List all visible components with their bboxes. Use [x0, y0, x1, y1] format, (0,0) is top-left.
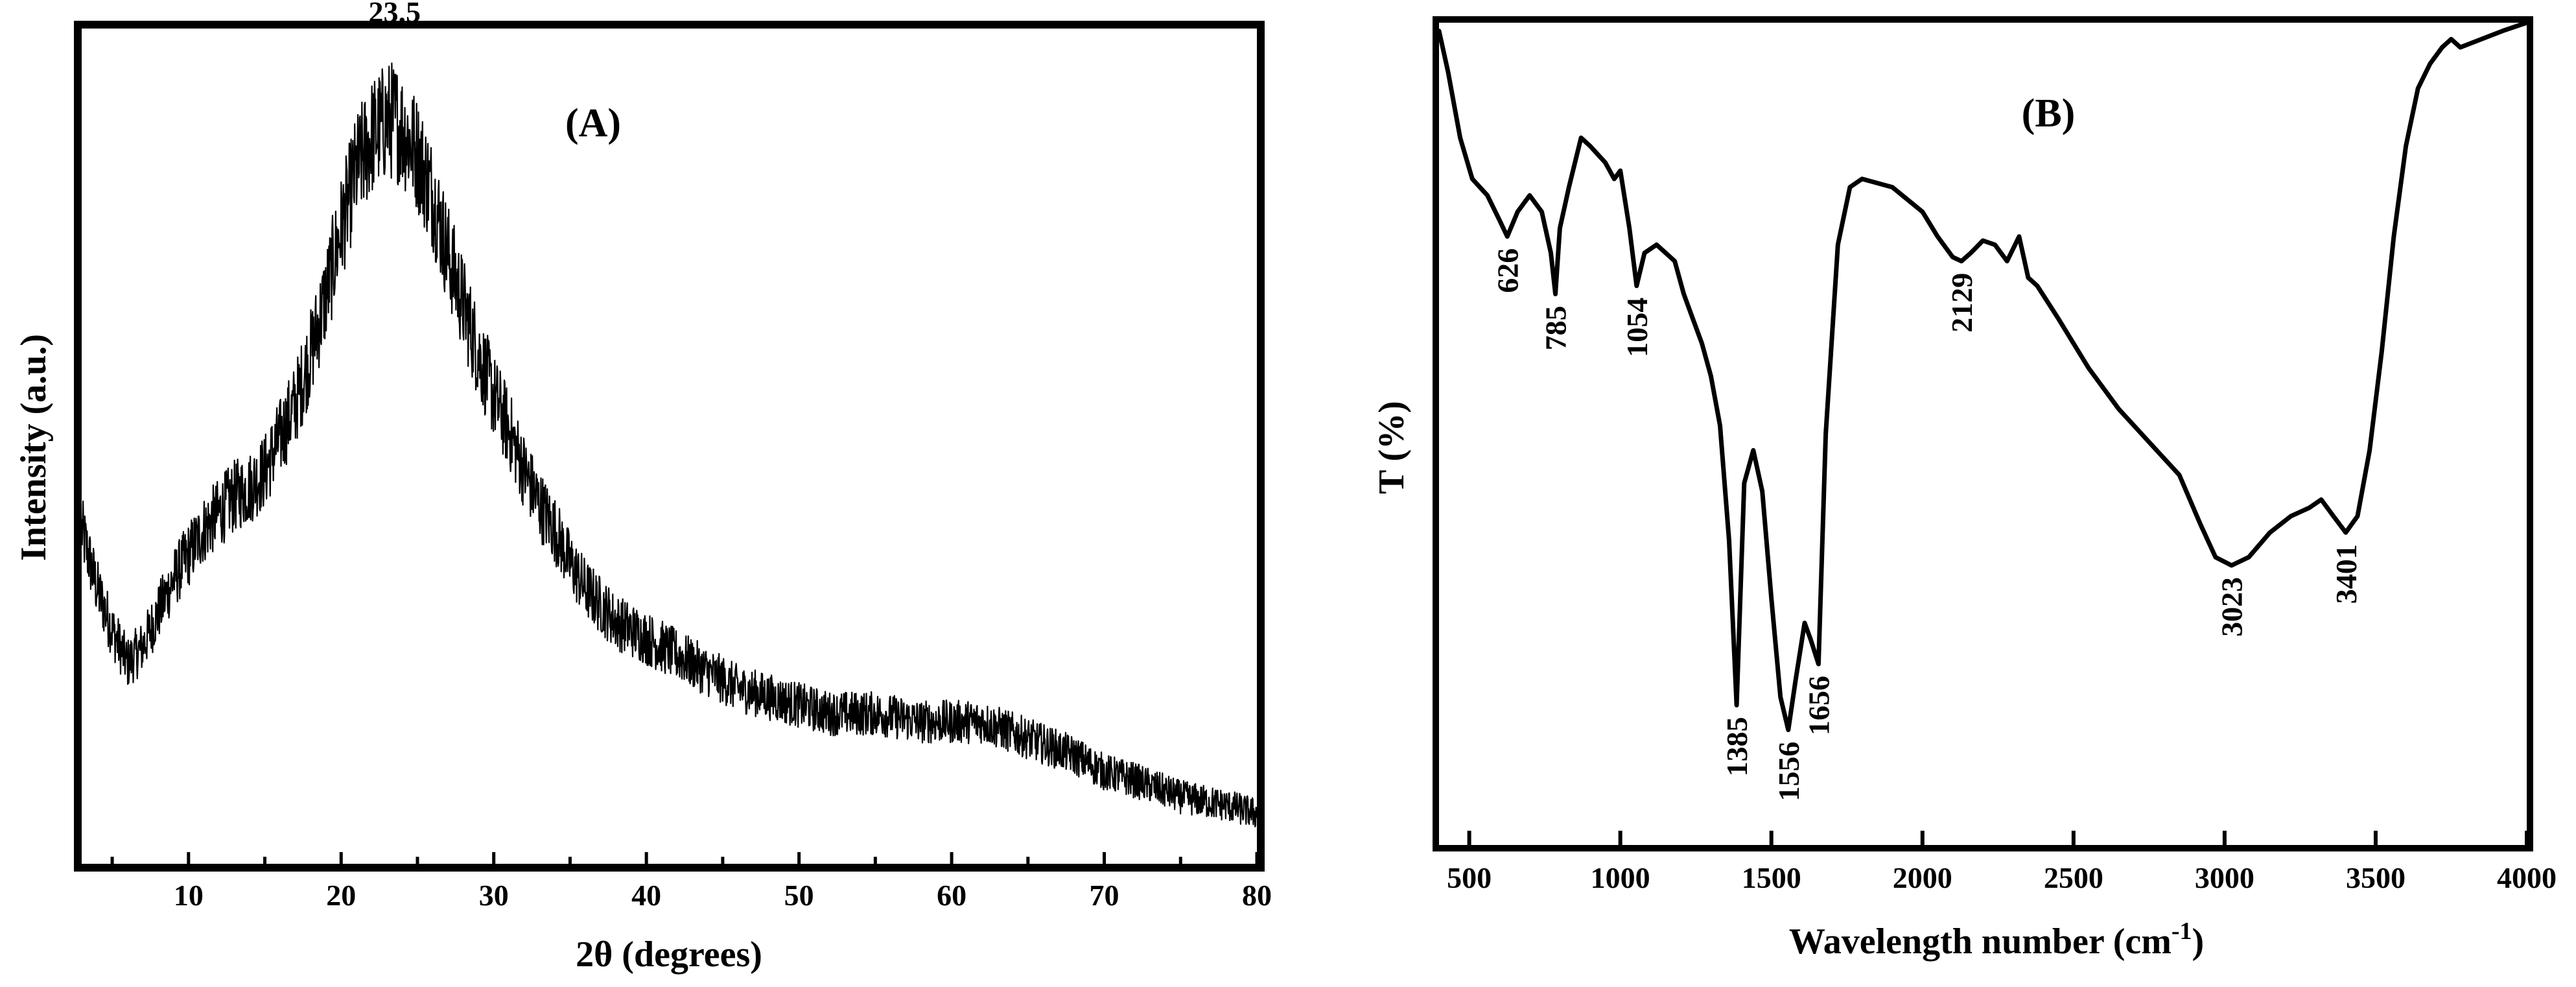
- x-tick-label: 50: [784, 879, 814, 912]
- x-tick-label: 500: [1447, 861, 1492, 894]
- x-tick-label: 10: [174, 879, 204, 912]
- xrd-line: [80, 62, 1258, 827]
- x-axis-title-b-sup: -1: [2172, 918, 2192, 945]
- x-axis-title-b-end: ): [2192, 922, 2205, 962]
- x-tick-label: 1500: [1742, 861, 1801, 894]
- x-axis-title-a: 2θ (degrees): [576, 934, 762, 975]
- peak-label: 1385: [1720, 717, 1753, 776]
- peak-label: 1556: [1772, 742, 1805, 802]
- peak-label: 626: [1491, 248, 1524, 293]
- x-tick-label: 1000: [1591, 861, 1650, 894]
- chart-panel-b: 500 1000 1500 2000 2500 3000 3500 4000 626 785 10…: [1372, 16, 2557, 962]
- peak-label: 23.5: [368, 0, 421, 29]
- peak-label: 785: [1540, 305, 1573, 350]
- peak-labels-a: 23.5: [368, 0, 421, 29]
- x-tick-label: 70: [1090, 879, 1119, 912]
- x-tick-label: 4000: [2497, 861, 2557, 894]
- x-axis-title-b: Wavelength number (cm-1): [1789, 918, 2204, 962]
- chart-panel-a: 10 20 30 40 50 60 70 80 23.5 (A) 2θ (degrees) I…: [14, 0, 1272, 975]
- peak-label: 3401: [2330, 544, 2363, 604]
- peak-label: 2129: [1945, 273, 1978, 333]
- x-tick-label: 80: [1242, 879, 1272, 912]
- x-ticks-b: 500 1000 1500 2000 2500 3000 3500 4000: [1447, 831, 2557, 894]
- x-tick-label: 20: [326, 879, 356, 912]
- panel-label-b: (B): [2022, 91, 2076, 136]
- x-tick-label: 60: [937, 879, 966, 912]
- peak-label: 1054: [1621, 298, 1654, 357]
- x-tick-label: 2000: [1893, 861, 1952, 894]
- plot-frame-a: [74, 21, 1265, 872]
- x-ticks-a: 10 20 30 40 50 60 70 80: [110, 852, 1272, 912]
- plot-frame-b: [1433, 16, 2533, 851]
- y-axis-title-a: Intensity (a.u.): [14, 334, 54, 561]
- peak-label: 3023: [2216, 577, 2249, 637]
- x-tick-label: 2500: [2044, 861, 2103, 894]
- x-tick-label: 30: [479, 879, 509, 912]
- ftir-line: [1436, 20, 2529, 732]
- panel-label-a: (A): [565, 101, 621, 145]
- peak-label: 1656: [1802, 676, 1835, 735]
- y-axis-title-b: T (%): [1372, 401, 1412, 494]
- x-axis-title-b-main: Wavelength number (cm: [1789, 922, 2172, 962]
- peak-labels-b: 626 785 1054 1385 1556 1656 2129 3023 3401: [1491, 248, 2363, 802]
- x-tick-label: 3500: [2346, 861, 2406, 894]
- x-tick-label: 40: [631, 879, 661, 912]
- x-tick-label: 3000: [2195, 861, 2254, 894]
